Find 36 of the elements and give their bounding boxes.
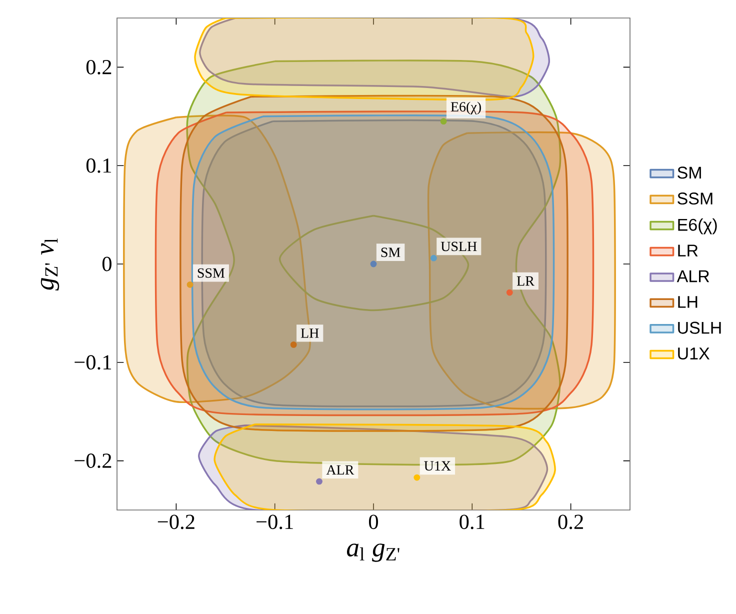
x-tick-label: −0.2 — [158, 514, 194, 530]
legend-label: E6(χ) — [678, 218, 717, 234]
point — [316, 478, 322, 485]
y-tick-label: 0 — [102, 256, 112, 272]
point — [370, 260, 377, 268]
y-tick-label: −0.1 — [74, 355, 112, 370]
annotation: USLH — [440, 242, 477, 252]
annotation: E6(χ) — [450, 102, 481, 114]
x-tick-label: 0 — [368, 514, 378, 530]
annotation: LR — [516, 276, 534, 286]
annotation: U1X — [424, 461, 451, 471]
legend-label: ALR — [676, 270, 710, 282]
point — [186, 281, 194, 288]
legend-label: U1X — [678, 348, 710, 360]
annotation: LH — [300, 328, 319, 338]
legend-label: LR — [678, 244, 698, 256]
annotation: SM — [381, 248, 400, 258]
legend-label: SSM — [678, 192, 712, 205]
point — [440, 118, 447, 125]
legend-label: SM — [678, 166, 701, 179]
x-tick-label: −0.1 — [256, 514, 293, 530]
point — [430, 254, 437, 262]
y-tick-label: 0.2 — [86, 60, 112, 74]
x-tick-label: 0.2 — [558, 514, 583, 530]
x-axis-title: a$_{l}$ g$_{Z'}$ — [346, 544, 400, 562]
point — [506, 289, 513, 296]
point — [414, 474, 420, 481]
y-tick-label: −0.2 — [74, 454, 112, 468]
legend-label: LH — [678, 296, 698, 308]
point — [290, 341, 297, 348]
annotation: ALR — [326, 465, 354, 475]
annotation: SSM — [198, 268, 225, 278]
y-tick-label: 0.1 — [86, 158, 112, 173]
y-axis-title: g$_{Z'}$ v$_{l}$ — [40, 238, 60, 291]
x-tick-label: 0.1 — [460, 514, 484, 530]
legend-label: USLH — [678, 322, 721, 334]
